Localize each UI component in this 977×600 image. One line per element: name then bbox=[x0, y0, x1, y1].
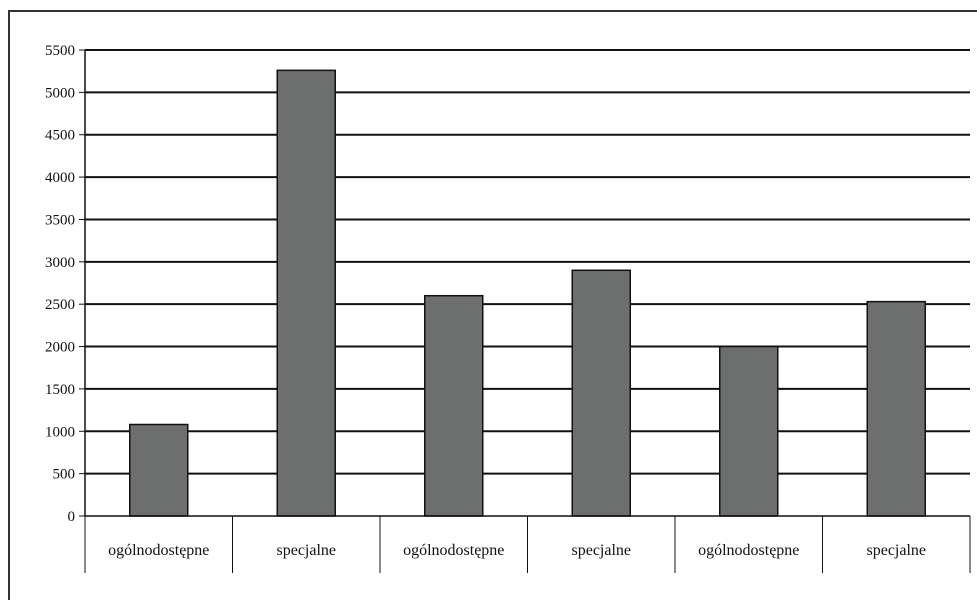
y-tick-label: 4500 bbox=[45, 128, 75, 144]
x-category-label: specjalne bbox=[571, 542, 631, 559]
y-tick-label: 2000 bbox=[45, 340, 75, 356]
x-category-label: ogólnodostępne bbox=[698, 542, 799, 559]
bar bbox=[276, 69, 336, 517]
x-category-label: specjalne bbox=[276, 542, 336, 559]
y-axis-ticks: 0 500 1000 1500 2000 2500 3000 3500 4000 4500 5000… bbox=[45, 43, 85, 525]
y-tick-label: 3500 bbox=[45, 212, 75, 228]
y-tick-label: 3000 bbox=[45, 255, 75, 271]
y-tick-label: 5500 bbox=[45, 43, 75, 59]
bar bbox=[719, 345, 779, 517]
y-tick-label: 0 bbox=[68, 509, 76, 525]
gridlines bbox=[85, 49, 970, 475]
y-tick-label: 5000 bbox=[45, 85, 75, 101]
bar bbox=[571, 269, 631, 517]
y-tick-label: 500 bbox=[53, 467, 76, 483]
x-category-label: ogólnodostępne bbox=[403, 542, 504, 559]
y-tick-label: 2500 bbox=[45, 297, 75, 313]
x-axis-categories: ogólnodostępne specjalne ogólnodostępne spe… bbox=[84, 516, 971, 573]
y-tick-label: 4000 bbox=[45, 170, 75, 186]
x-category-label: specjalne bbox=[866, 542, 926, 559]
bar bbox=[866, 300, 926, 517]
bar bbox=[129, 423, 189, 517]
y-tick-label: 1500 bbox=[45, 382, 75, 398]
x-category-label: ogólnodostępne bbox=[108, 542, 209, 559]
y-tick-label: 1000 bbox=[45, 424, 75, 440]
bar bbox=[424, 294, 484, 517]
bars bbox=[129, 69, 926, 517]
